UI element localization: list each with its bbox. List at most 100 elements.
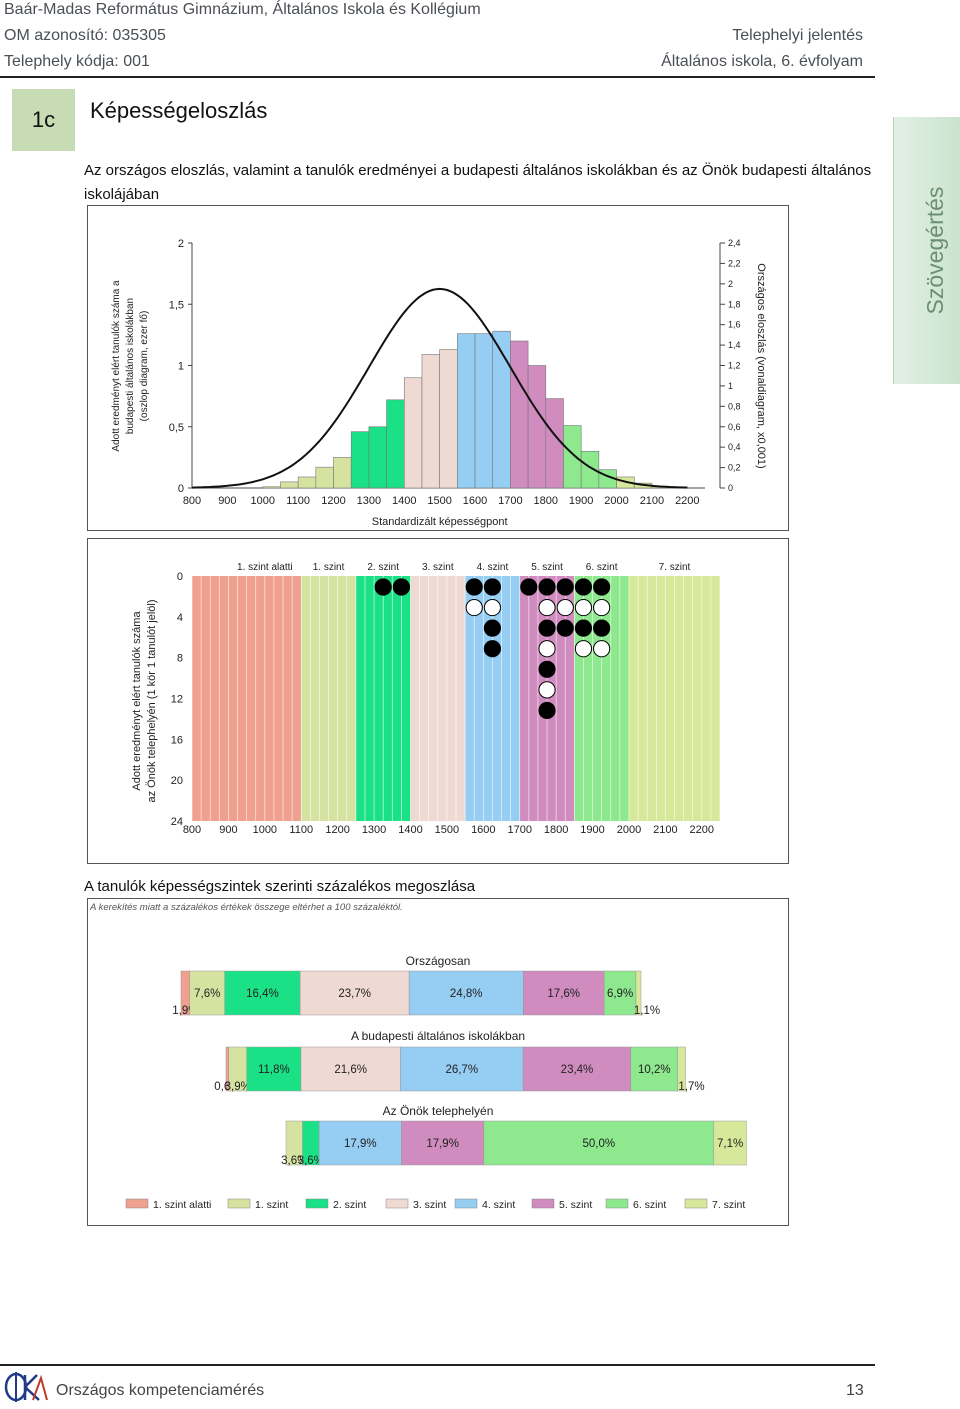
- segment-label: 23,4%: [561, 1064, 594, 1076]
- student-circle: [556, 619, 574, 637]
- x-tick-label: 1000: [251, 495, 275, 507]
- segment-label: 3,9%: [225, 1081, 251, 1093]
- x-axis-title: Standardizált képességpont: [372, 516, 508, 528]
- student-circle: [574, 640, 593, 658]
- y2-tick-label: 1: [728, 381, 733, 391]
- percent-chart: A kerekítés miatt a százalékos értékek ö…: [89, 902, 747, 1211]
- section-title: Képességeloszlás: [90, 98, 268, 123]
- national-distribution-curve: [191, 287, 688, 489]
- legend-label: 5. szint: [559, 1199, 592, 1211]
- y-tick-label: 12: [171, 694, 183, 706]
- segment-label: 26,7%: [445, 1064, 478, 1076]
- section-tag: 1c: [12, 89, 75, 151]
- x-tick-label: 2000: [617, 824, 641, 836]
- student-circle: [538, 701, 556, 720]
- x-tick-label: 1000: [253, 824, 277, 836]
- segment-label: 7,6%: [194, 988, 220, 1000]
- student-circle: [593, 578, 611, 596]
- histogram-bar: [386, 399, 405, 489]
- y2-tick-label: 0,2: [728, 463, 741, 473]
- legend-swatch: [305, 1198, 329, 1209]
- student-circle: [483, 640, 502, 658]
- x-tick-label: 1500: [427, 495, 451, 507]
- segment-label: 1,7%: [678, 1081, 704, 1093]
- student-circle: [483, 598, 502, 617]
- y-tick-label: 20: [171, 775, 183, 787]
- student-circle: [593, 619, 611, 637]
- x-tick-label: 1300: [362, 824, 386, 836]
- x-tick-label: 1200: [325, 824, 349, 836]
- y-axis-title-line: budapesti általános iskolákban: [125, 298, 136, 434]
- distribution-panel: 0 0,5 1 1,5 2 0 0,2 0,4 0,6 0,8 1 1,2 1,4 1,6 1,8 2 2,2 2…: [87, 205, 789, 531]
- histogram-bar: [333, 457, 352, 489]
- x-tick-label: 2200: [690, 824, 714, 836]
- student-circle: [593, 598, 611, 617]
- site-code: Telephely kódja: 001: [4, 53, 150, 70]
- level-label: 1. szint: [313, 562, 345, 573]
- stacked-segment: [400, 1046, 524, 1092]
- legend-label: 7. szint: [712, 1199, 745, 1211]
- legend-swatch: [227, 1198, 251, 1209]
- student-circle: [556, 598, 574, 617]
- stacked-segment: [401, 1120, 485, 1166]
- percent-panel: A kerekítés miatt a százalékos értékek ö…: [87, 898, 789, 1226]
- student-circle: [538, 681, 556, 699]
- stacked-segment: [189, 970, 225, 1016]
- page-number: 13: [846, 1382, 864, 1399]
- student-circle: [483, 619, 502, 637]
- x-tick-label: 1800: [544, 824, 568, 836]
- y2-axis-title: Országos eloszlás (vonaldiagram, x0,001): [755, 263, 767, 468]
- y2-tick-label: 1,6: [728, 320, 741, 330]
- segment-label: 6,9%: [607, 988, 633, 1000]
- x-tick-label: 1100: [286, 495, 310, 507]
- legend-swatch: [684, 1198, 708, 1209]
- segment-label: 3,6%: [281, 1155, 307, 1167]
- stacked-segment: [483, 1120, 715, 1166]
- distribution-chart: 0 0,5 1 1,5 2 0 0,2 0,4 0,6 0,8 1 1,2 1,4 1,6 1,8 2 2,2 2…: [111, 238, 767, 528]
- stacked-segment: [408, 970, 524, 1016]
- x-tick-label: 900: [218, 495, 236, 507]
- school-name: Baár-Madas Református Gimnázium, Általán…: [4, 1, 481, 18]
- legend-label: 2. szint: [333, 1199, 366, 1211]
- histogram-bar: [315, 466, 334, 489]
- x-tick-label: 2200: [675, 495, 699, 507]
- y2-tick-label: 1,8: [728, 299, 741, 309]
- level-label: 4. szint: [477, 562, 509, 573]
- row-title: Az Önök telephelyén: [383, 1104, 494, 1118]
- student-circle: [538, 660, 556, 678]
- student-circle: [538, 578, 556, 596]
- x-tick-label: 1900: [569, 495, 593, 507]
- site-results-chart: 1. szint alatti 1. szint 2. szint 3. szint 4…: [131, 562, 721, 836]
- percent-title: A tanulók képességszintek szerinti száza…: [84, 878, 476, 895]
- section-intro: Az országos eloszlás, valamint a tanulók…: [84, 162, 872, 203]
- y-tick-label: 1,5: [169, 299, 184, 311]
- site-results-panel: 1. szint alatti 1. szint 2. szint 3. szint 4…: [87, 538, 789, 864]
- oh-logo-icon: [4, 1372, 48, 1402]
- side-tab-szovegertes[interactable]: Szövegértés: [893, 117, 960, 384]
- segment-label: 7,1%: [717, 1138, 743, 1150]
- legend-swatch: [454, 1198, 478, 1209]
- stacked-segment: [522, 1046, 632, 1092]
- y-axis-title-line: (oszlop diagram, ezer fő): [139, 311, 150, 422]
- level-label: 3. szint: [422, 562, 454, 573]
- segment-label: 21,6%: [334, 1064, 367, 1076]
- x-tick-label: 1300: [357, 495, 381, 507]
- level-label: 1. szint alatti: [237, 562, 293, 573]
- stacked-segment: [299, 970, 410, 1016]
- histogram-bar: [350, 431, 370, 489]
- student-circle: [574, 619, 593, 637]
- x-tick-label: 2100: [653, 824, 677, 836]
- segment-label: 17,9%: [426, 1138, 459, 1150]
- x-tick-label: 2000: [604, 495, 628, 507]
- histogram-bar: [474, 333, 494, 489]
- x-tick-label: 1600: [471, 824, 495, 836]
- histogram-bar: [262, 486, 281, 489]
- y-tick-label: 0: [178, 483, 184, 495]
- histogram-bar: [403, 377, 423, 489]
- legend-label: 6. szint: [633, 1199, 666, 1211]
- histogram-bar: [510, 340, 529, 489]
- student-circle: [392, 578, 410, 596]
- level-label: 2. szint: [367, 562, 399, 573]
- x-tick-label: 1200: [321, 495, 345, 507]
- segment-label: 17,6%: [547, 988, 580, 1000]
